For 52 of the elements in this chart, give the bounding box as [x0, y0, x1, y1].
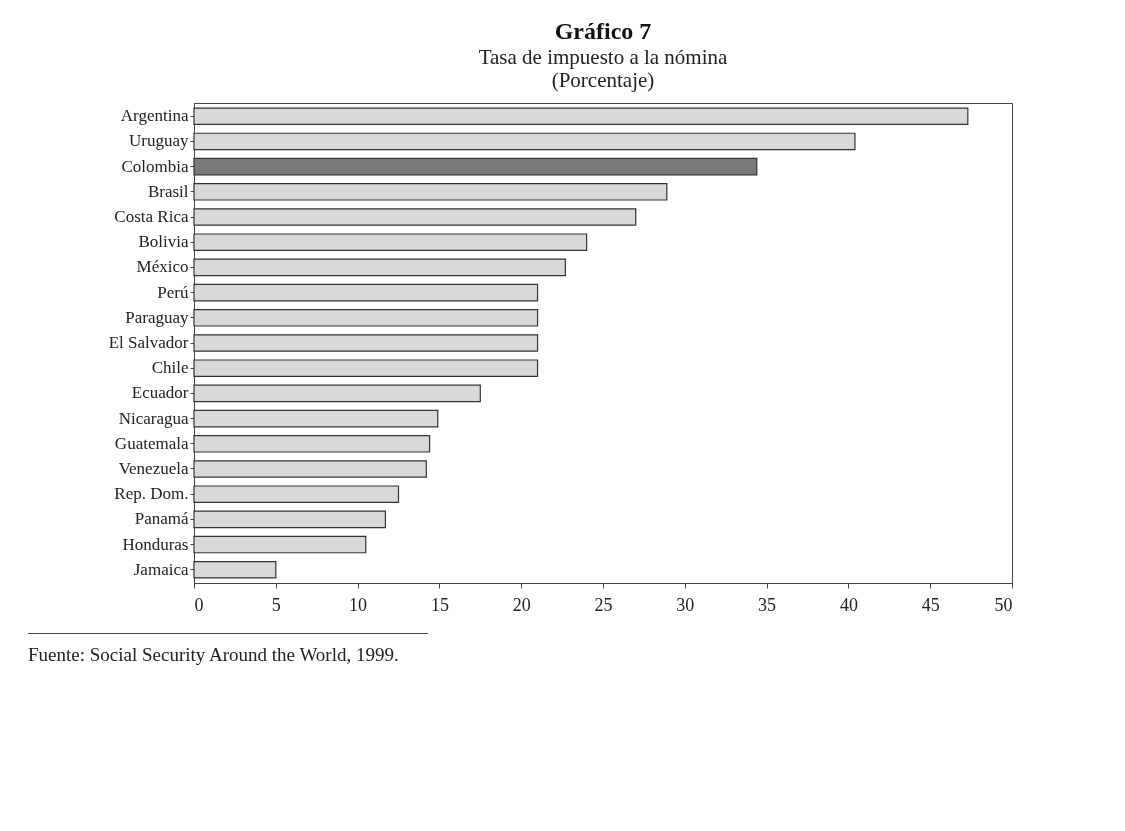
bar — [193, 107, 969, 126]
y-tick-label: Colombia — [121, 156, 189, 176]
bar — [193, 510, 387, 529]
y-tick-label: Chile — [151, 358, 189, 378]
bar — [193, 460, 427, 478]
x-tick-label: 25 — [594, 594, 613, 615]
bar — [193, 535, 367, 554]
bar — [193, 132, 856, 151]
x-tick-label: 45 — [921, 594, 940, 615]
x-tick-label: 30 — [676, 594, 695, 615]
bar — [193, 485, 400, 503]
source-note: Fuente: Social Security Around the World, 1999. — [28, 644, 400, 666]
x-tick-label: 35 — [758, 594, 777, 615]
x-tick-label: 5 — [271, 594, 281, 615]
y-tick-label: Honduras — [122, 534, 189, 554]
y-tick-label: México — [136, 257, 189, 277]
bar — [193, 560, 277, 579]
y-tick-label: Rep. Dom. — [114, 484, 189, 504]
x-tick-label: 10 — [349, 594, 368, 615]
y-tick-label: Panamá — [134, 509, 189, 529]
bar — [193, 309, 539, 327]
bar — [193, 157, 758, 176]
y-tick-label: Uruguay — [129, 131, 189, 151]
y-tick-label: Perú — [157, 282, 189, 302]
bar — [193, 283, 539, 302]
y-tick-label: Costa Rica — [114, 207, 189, 227]
x-tick-label: 15 — [430, 594, 449, 615]
bar — [193, 435, 431, 453]
y-tick-label: Argentina — [120, 106, 189, 126]
y-tick-label: El Salvador — [108, 333, 189, 352]
y-tick-label: Venezuela — [118, 458, 189, 478]
y-tick-label: Jamaica — [133, 559, 189, 579]
y-tick-label: Guatemala — [114, 433, 189, 453]
x-tick-label: 20 — [512, 594, 531, 615]
x-tick-label: 50 — [994, 594, 1013, 615]
bar — [193, 183, 668, 201]
bar — [193, 258, 566, 277]
y-tick-label: Nicaragua — [118, 408, 189, 428]
bar — [193, 359, 539, 377]
bar — [193, 233, 588, 251]
chart-title: Gráfico 7 — [554, 18, 652, 44]
y-tick-label: Bolivia — [138, 232, 189, 252]
bar — [193, 409, 439, 428]
bar — [193, 384, 481, 403]
chart-subtitle: Tasa de impuesto a la nómina (Porcentaje) — [478, 45, 729, 92]
x-tick-label: 0 — [194, 594, 204, 615]
bar — [193, 208, 637, 226]
y-tick-label: Ecuador — [131, 383, 189, 403]
bar — [193, 334, 539, 352]
x-tick-label: 40 — [839, 594, 858, 615]
y-tick-label: Paraguay — [125, 307, 189, 327]
y-tick-label: Brasil — [147, 181, 189, 201]
